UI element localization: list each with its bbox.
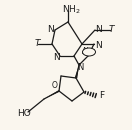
Text: T: T: [108, 25, 114, 34]
Text: N: N: [77, 63, 83, 73]
Text: NH$_2$: NH$_2$: [62, 4, 80, 16]
Text: N: N: [48, 25, 54, 34]
Text: N: N: [95, 41, 101, 50]
Text: O: O: [52, 80, 58, 89]
Ellipse shape: [82, 48, 95, 56]
Polygon shape: [44, 90, 59, 99]
Text: HO: HO: [17, 109, 31, 118]
Text: F: F: [99, 92, 105, 100]
Text: N: N: [54, 54, 60, 63]
Text: T: T: [34, 40, 40, 48]
Polygon shape: [75, 65, 79, 78]
Text: N: N: [96, 25, 102, 34]
Text: Abs: Abs: [82, 47, 96, 57]
